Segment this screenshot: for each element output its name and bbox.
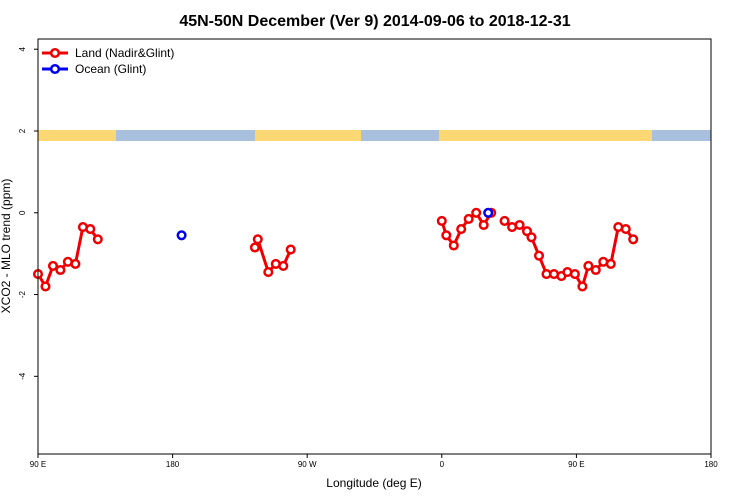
x-axis: 90 E 180 90 W 0 90 E 180 xyxy=(30,454,718,469)
legend-ocean-marker xyxy=(49,63,61,75)
land-point xyxy=(590,264,601,276)
land-point xyxy=(249,242,260,253)
land-point xyxy=(514,219,525,231)
y-tick-label: 0 xyxy=(18,210,27,215)
chart-title: 45N-50N December (Ver 9) 2014-09-06 to 2… xyxy=(179,13,570,30)
x-tick-label: 90 E xyxy=(30,460,46,469)
legend: Land (Nadir&Glint) Ocean (Glint) xyxy=(42,46,174,76)
land-point xyxy=(456,224,467,235)
land-point xyxy=(499,215,510,226)
land-point xyxy=(569,269,580,280)
land-point xyxy=(278,260,289,271)
y-tick-label: 2 xyxy=(18,128,27,133)
land-point xyxy=(533,250,545,261)
band-land-eurasia xyxy=(38,130,116,141)
land-point xyxy=(263,267,274,278)
legend-land-marker xyxy=(49,47,61,59)
band-land-canada xyxy=(255,130,361,141)
x-tick-label: 90 E xyxy=(568,460,584,469)
ocean-point xyxy=(483,207,494,218)
y-tick-label: -4 xyxy=(18,372,27,380)
land-point xyxy=(526,232,537,243)
land-point xyxy=(583,260,594,271)
land-point xyxy=(620,224,631,235)
land-point xyxy=(92,234,103,245)
x-tick-label: 180 xyxy=(704,460,718,469)
land-point xyxy=(55,264,66,276)
x-tick-label: 90 W xyxy=(298,460,317,469)
land-point xyxy=(436,215,447,226)
x-tick-label: 0 xyxy=(440,460,445,469)
x-axis-label: Longitude (deg E) xyxy=(326,476,421,490)
legend-ocean-label: Ocean (Glint) xyxy=(75,62,146,76)
y-axis: -4 -2 0 2 4 xyxy=(18,46,38,380)
land-point xyxy=(47,260,59,271)
y-tick-label: -2 xyxy=(18,290,27,298)
y-axis-label: XCO2 - MLO trend (ppm) xyxy=(0,179,13,314)
plot-layer xyxy=(32,207,639,292)
land-point xyxy=(628,234,639,245)
plot-frame xyxy=(37,38,712,455)
band-ocean xyxy=(38,130,711,141)
land-point xyxy=(40,281,51,292)
land-point xyxy=(448,240,459,251)
legend-land-label: Land (Nadir&Glint) xyxy=(75,46,174,60)
land-point xyxy=(471,207,482,218)
x-tick-label: 180 xyxy=(166,460,180,469)
land-point xyxy=(85,224,96,235)
land-point xyxy=(478,219,489,231)
land-point xyxy=(463,213,474,224)
land-point xyxy=(70,258,81,269)
band-land-europe-asia xyxy=(439,130,652,141)
land-point xyxy=(605,258,616,269)
land-ocean-band xyxy=(38,130,711,141)
land-point xyxy=(252,234,263,245)
y-tick-label: 4 xyxy=(18,46,27,51)
ocean-point xyxy=(176,230,187,241)
land-point xyxy=(441,230,452,241)
land-point xyxy=(577,281,588,292)
land-point xyxy=(285,244,296,255)
